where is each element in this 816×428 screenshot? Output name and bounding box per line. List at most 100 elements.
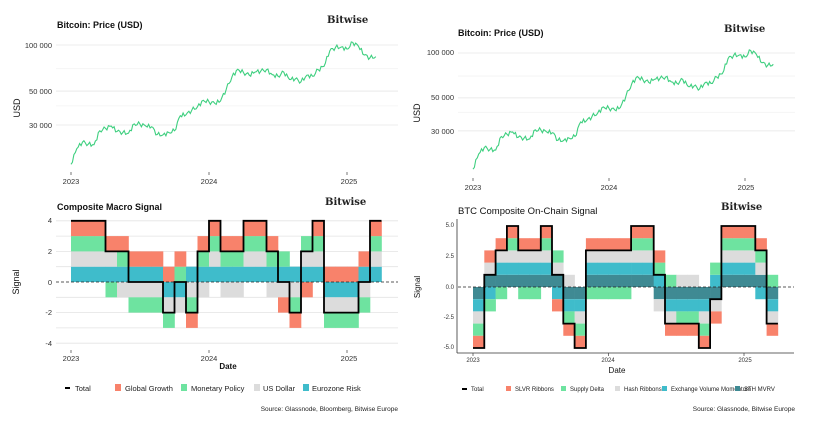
- bar-monetary-policy: [232, 251, 244, 267]
- bar-supply-delta: [597, 287, 609, 300]
- y-tick-label: 0.0: [446, 285, 455, 291]
- bar-hash-ribbons: [732, 250, 745, 263]
- bar-supply-delta: [631, 238, 643, 251]
- bitwise-logo: Bitwise: [721, 202, 762, 213]
- bar-hash-ribbons: [619, 250, 632, 263]
- x-tick-label: 2024: [601, 358, 615, 364]
- bar-slvr-ribbons: [619, 238, 632, 251]
- legend-label: Supply Delta: [570, 387, 605, 393]
- bar-eurozone-risk: [186, 266, 198, 282]
- bar-exchange-volume-momentum: [698, 299, 711, 312]
- bar-monetary-policy: [94, 236, 106, 252]
- bar-sth-mvrv: [473, 287, 485, 300]
- bar-sth-mvrv: [698, 287, 711, 300]
- bar-hash-ribbons: [540, 250, 553, 263]
- bar-supply-delta: [710, 262, 722, 275]
- x-tick-label: 2025: [341, 354, 358, 363]
- bar-hash-ribbons: [585, 250, 598, 263]
- bar-us-dollar: [105, 251, 118, 267]
- y-tick-label: 2: [48, 247, 52, 256]
- bar-supply-delta: [755, 250, 767, 263]
- bar-supply-delta: [676, 311, 688, 324]
- x-tick-label: 2025: [738, 358, 752, 364]
- y-tick-label: 100 000: [25, 41, 52, 50]
- bar-us-dollar: [255, 251, 267, 267]
- bar-exchange-volume-momentum: [687, 299, 700, 312]
- bar-exchange-volume-momentum: [608, 262, 621, 275]
- bitwise-logo: Bitwise: [327, 15, 368, 26]
- bar-supply-delta: [642, 238, 654, 251]
- bar-supply-delta: [484, 299, 496, 312]
- y-tick-label: -2.5: [444, 315, 455, 321]
- bar-global-growth: [266, 236, 279, 252]
- bar-eurozone-risk: [197, 266, 210, 282]
- bar-global-growth: [370, 220, 382, 237]
- bar-exchange-volume-momentum: [755, 287, 767, 300]
- bar-sth-mvrv: [529, 274, 542, 287]
- bar-slvr-ribbons: [653, 250, 666, 263]
- bar-slvr-ribbons: [676, 323, 688, 336]
- legend-swatch-hash-ribbons: [615, 386, 620, 391]
- bar-hash-ribbons: [608, 250, 621, 263]
- bar-slvr-ribbons: [484, 250, 496, 263]
- legend-label: Total: [75, 384, 91, 393]
- price-line: [472, 49, 774, 170]
- bar-slvr-ribbons: [744, 226, 756, 239]
- bar-eurozone-risk: [117, 266, 129, 282]
- bar-global-growth: [105, 236, 118, 252]
- bar-slvr-ribbons: [574, 335, 587, 348]
- legend-swatch-sth-mvrv: [735, 386, 740, 391]
- bar-exchange-volume-momentum: [518, 262, 530, 275]
- bar-us-dollar: [243, 251, 256, 267]
- bar-supply-delta: [574, 323, 587, 336]
- legend-swatch-total: [65, 387, 70, 389]
- legend-label: US Dollar: [263, 384, 296, 393]
- bar-slvr-ribbons: [597, 238, 609, 251]
- x-tick-label: 2025: [738, 183, 755, 192]
- bar-supply-delta: [473, 323, 485, 336]
- bar-exchange-volume-momentum: [529, 262, 542, 275]
- bar-hash-ribbons: [710, 299, 722, 312]
- bar-slvr-ribbons: [529, 238, 542, 251]
- legend-swatch-us-dollar: [254, 384, 260, 391]
- bar-eurozone-risk: [278, 266, 290, 282]
- bar-supply-delta: [687, 311, 700, 324]
- bar-supply-delta: [540, 238, 553, 251]
- source-note: Source: Glassnode, Bloomberg, Bitwise Eu…: [261, 406, 399, 413]
- bar-hash-ribbons: [687, 274, 700, 287]
- bar-monetary-policy: [105, 282, 118, 298]
- bar-us-dollar: [186, 282, 198, 298]
- bar-monetary-policy: [151, 297, 164, 313]
- legend-label: Exchange Volume Momentum: [671, 387, 751, 393]
- bar-eurozone-risk: [312, 266, 325, 282]
- bar-monetary-policy: [220, 251, 233, 267]
- bar-slvr-ribbons: [518, 238, 530, 251]
- bar-exchange-volume-momentum: [619, 262, 632, 275]
- bar-eurozone-risk: [266, 266, 279, 282]
- bar-slvr-ribbons: [710, 311, 722, 324]
- bar-sth-mvrv: [540, 274, 553, 287]
- x-tick-label: 2024: [601, 183, 618, 192]
- bar-supply-delta: [585, 287, 598, 300]
- bar-monetary-policy: [370, 236, 382, 252]
- total-line: [473, 225, 778, 349]
- bar-global-growth: [163, 266, 175, 282]
- bar-us-dollar: [266, 282, 279, 298]
- bar-supply-delta: [608, 287, 621, 300]
- bar-hash-ribbons: [721, 250, 733, 263]
- bar-supply-delta: [744, 238, 756, 251]
- bar-hash-ribbons: [653, 299, 666, 312]
- bar-eurozone-risk: [140, 266, 152, 282]
- bar-eurozone-risk: [209, 266, 221, 282]
- legend-swatch-eurozone-risk: [303, 384, 309, 391]
- bar-sth-mvrv: [744, 274, 756, 287]
- bar-us-dollar: [128, 282, 141, 298]
- bar-exchange-volume-momentum: [766, 299, 779, 312]
- bar-us-dollar: [174, 297, 187, 313]
- bar-eurozone-risk: [220, 266, 233, 282]
- bar-eurozone-risk: [335, 282, 348, 298]
- bar-sth-mvrv: [732, 274, 745, 287]
- bar-global-growth: [71, 220, 83, 237]
- price-chart-right: Bitcoin: Price (USD) Bitwise 100 000 50 …: [412, 24, 795, 192]
- bar-global-growth: [278, 297, 290, 313]
